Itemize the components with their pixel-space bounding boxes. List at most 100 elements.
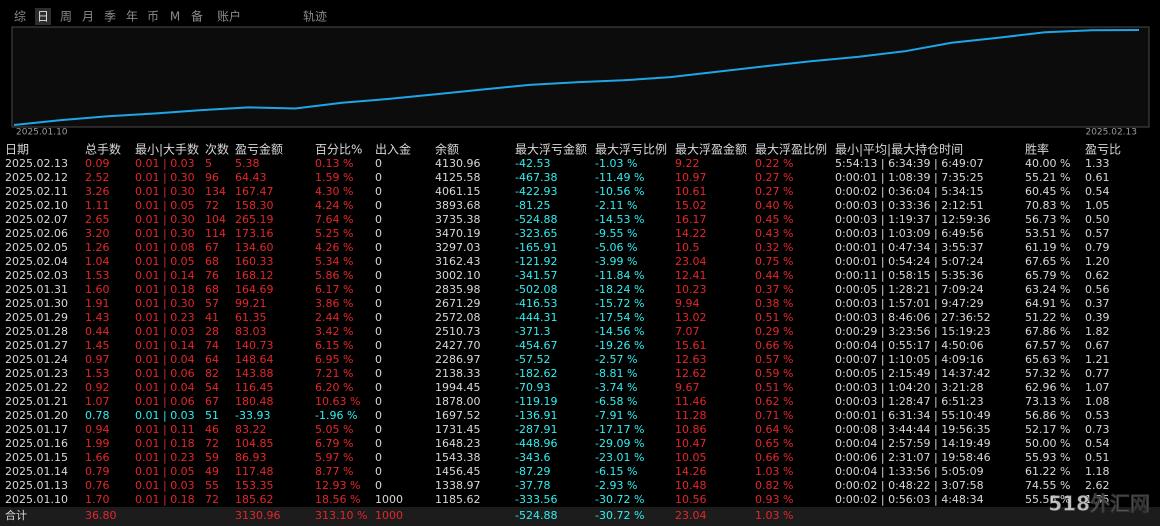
table-cell: 2025.01.30: [5, 297, 68, 310]
table-cell: 0.01 | 0.04: [135, 381, 195, 394]
table-cell: 1.18: [1085, 465, 1110, 478]
table-cell: 2025.01.28: [5, 325, 68, 338]
table-cell: 0: [375, 381, 382, 394]
tab[interactable]: 轨迹: [303, 10, 327, 24]
table-cell: 70.83 %: [1025, 199, 1070, 212]
table-cell: 0: [375, 171, 382, 184]
table-cell: 3002.10: [435, 269, 481, 282]
table-cell: 1.59 %: [315, 171, 353, 184]
table-cell: 51: [205, 409, 219, 422]
chart-end-date: 2025.02.13: [1085, 128, 1137, 138]
table-cell: 0:00:08 | 3:44:44 | 19:56:35: [835, 423, 991, 436]
table-cell: 10.86: [675, 423, 707, 436]
table-cell: 96: [205, 171, 219, 184]
table-cell: 63.24 %: [1025, 283, 1070, 296]
tab[interactable]: 月: [82, 10, 94, 24]
table-cell: -341.57: [515, 269, 557, 282]
table-cell: 0.01 | 0.18: [135, 493, 195, 506]
table-cell: 2.52: [85, 171, 110, 184]
tab[interactable]: 日: [37, 10, 49, 24]
table-cell: 0.56: [1085, 283, 1110, 296]
table-cell: 0.59 %: [755, 367, 793, 380]
table-cell: 0: [375, 199, 382, 212]
table-cell: 0: [375, 465, 382, 478]
column-header: 出入金: [375, 142, 411, 157]
tab[interactable]: 综: [14, 10, 26, 24]
table-cell: 2025.01.29: [5, 311, 68, 324]
tab[interactable]: 季: [104, 10, 116, 24]
table-cell: 104: [205, 213, 226, 226]
table-cell: 1.07: [1085, 381, 1110, 394]
table-cell: 153.35: [235, 479, 274, 492]
table-cell: -422.93: [515, 185, 557, 198]
table-cell: 2025.01.27: [5, 339, 68, 352]
table-cell: 0.01 | 0.04: [135, 353, 195, 366]
table-cell: 50.00 %: [1025, 437, 1070, 450]
table-cell: 0.67: [1085, 339, 1110, 352]
table-cell: 0.61: [1085, 171, 1110, 184]
table-cell: -18.24 %: [595, 283, 644, 296]
tab[interactable]: 账户: [217, 9, 241, 24]
table-cell: 4.30 %: [315, 185, 353, 198]
table-cell: 15.61: [675, 339, 707, 352]
table-cell: 72: [205, 437, 219, 450]
table-cell: 1456.45: [435, 465, 481, 478]
tab[interactable]: 备: [191, 10, 203, 24]
table-cell: 10.61: [675, 185, 707, 198]
table-cell: 1648.23: [435, 437, 481, 450]
table-cell: 5.86 %: [315, 269, 353, 282]
table-cell: 5.34 %: [315, 255, 353, 268]
column-header: 最大浮盈比例: [755, 143, 827, 157]
table-cell: 2025.02.13: [5, 157, 68, 170]
table-cell: 0:00:02 | 0:36:04 | 5:34:15: [835, 185, 984, 198]
table-cell: 0.01 | 0.08: [135, 241, 195, 254]
table-cell: 51.22 %: [1025, 311, 1070, 324]
table-cell: 7.64 %: [315, 213, 353, 226]
table-cell: 83.03: [235, 325, 267, 338]
table-cell: 62.96 %: [1025, 381, 1070, 394]
table-cell: 2025.01.21: [5, 395, 68, 408]
table-cell: -121.92: [515, 255, 557, 268]
table-cell: 52.17 %: [1025, 423, 1070, 436]
table-cell: 4125.58: [435, 171, 481, 184]
tab[interactable]: 币: [147, 10, 159, 24]
table-cell: 10.23: [675, 283, 707, 296]
table-cell: 0.01 | 0.03: [135, 479, 195, 492]
tab[interactable]: 周: [60, 10, 72, 24]
table-cell: 1000: [375, 493, 403, 506]
table-cell: 0: [375, 283, 382, 296]
table-cell: 1.20: [1085, 255, 1110, 268]
table-cell: 2025.01.13: [5, 479, 68, 492]
tab[interactable]: 年: [126, 10, 138, 24]
table-cell: 3470.19: [435, 227, 481, 240]
total-cell: 23.04: [675, 509, 707, 522]
table-cell: 0.94: [85, 423, 110, 436]
table-cell: 1.82: [1085, 325, 1110, 338]
table-cell: 2025.02.07: [5, 213, 68, 226]
table-cell: 53.51 %: [1025, 227, 1070, 240]
table-cell: 72: [205, 199, 219, 212]
table-cell: 56.73 %: [1025, 213, 1070, 226]
table-cell: 1.35: [1085, 493, 1110, 506]
table-cell: -467.38: [515, 171, 557, 184]
column-header: 最大浮盈金额: [675, 142, 747, 157]
table-cell: 0:00:07 | 1:10:05 | 4:09:16: [835, 353, 984, 366]
table-cell: -19.26 %: [595, 339, 644, 352]
tab[interactable]: M: [170, 10, 180, 24]
table-cell: -30.72 %: [595, 493, 644, 506]
table-cell: 0:00:03 | 1:19:37 | 12:59:36: [835, 213, 991, 226]
table-cell: 1.66: [85, 451, 110, 464]
table-cell: 0.27 %: [755, 185, 793, 198]
table-cell: 55.56 %: [1025, 493, 1070, 506]
table-cell: 1.33: [1085, 157, 1110, 170]
column-header: 日期: [5, 143, 29, 157]
table-cell: 1.03 %: [755, 465, 793, 478]
table-cell: 0: [375, 367, 382, 380]
table-cell: -119.19: [515, 395, 557, 408]
table-cell: -333.56: [515, 493, 557, 506]
table-cell: 16.17: [675, 213, 707, 226]
table-cell: 1185.62: [435, 493, 481, 506]
table-cell: -10.56 %: [595, 185, 644, 198]
table-cell: 134: [205, 185, 226, 198]
table-cell: -5.06 %: [595, 241, 637, 254]
